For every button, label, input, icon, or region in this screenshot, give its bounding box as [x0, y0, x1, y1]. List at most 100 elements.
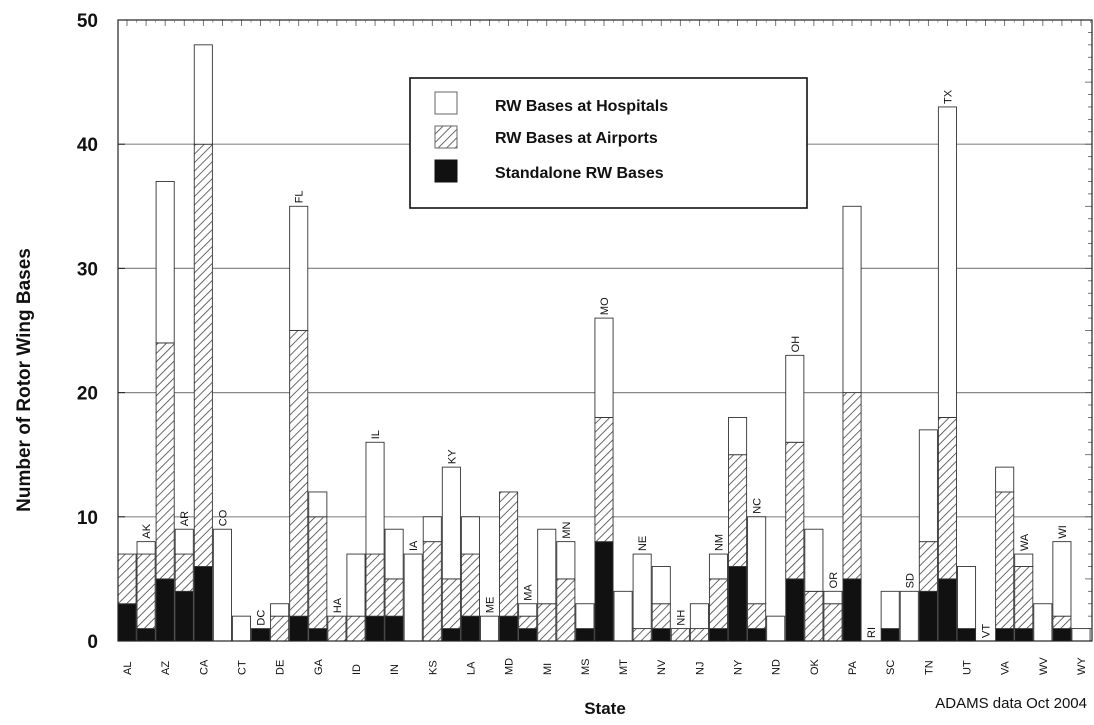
bar-segment [1052, 541, 1072, 617]
bar-segment [136, 553, 156, 630]
bar-segment [155, 578, 175, 642]
bar-segment [441, 578, 461, 630]
bar-segment [518, 628, 538, 642]
category-label: IL [370, 430, 382, 439]
bar-segment [556, 578, 576, 642]
bar-segment [670, 628, 690, 642]
category-label: MA [523, 584, 535, 601]
bar-segment [518, 615, 538, 630]
category-label: GA [313, 658, 325, 675]
y-tick-label: 0 [87, 632, 98, 653]
y-tick-label: 10 [77, 508, 98, 529]
y-tick-label: 30 [77, 259, 98, 280]
bar-segment [441, 466, 461, 580]
bar-segment [308, 491, 328, 518]
bar-segment [480, 615, 500, 642]
bar-segment [842, 578, 862, 642]
category-label: SD [904, 573, 916, 588]
bar-segment [937, 106, 957, 418]
bar-segment [957, 628, 977, 642]
bar-segment [460, 516, 480, 555]
legend-label-standalone: Standalone RW Bases [495, 165, 664, 182]
category-label: WV [1038, 657, 1050, 675]
bar-segment [995, 466, 1015, 493]
bar-segment [1014, 553, 1034, 567]
category-label: CA [198, 659, 210, 675]
bar-segment [1052, 628, 1072, 642]
bar-segment [632, 553, 652, 630]
bar-segment [747, 603, 767, 630]
legend-swatch-airports [434, 125, 458, 149]
bar-segment [289, 205, 309, 331]
bar-segment [785, 441, 805, 580]
bar-segment [441, 628, 461, 642]
category-label: KY [446, 449, 458, 464]
legend: RW Bases at Hospitals RW Bases at Airpor… [409, 77, 808, 209]
bar-segment [174, 553, 194, 592]
bar-segment [537, 603, 557, 642]
bar-segment [957, 566, 977, 630]
category-label: MT [618, 659, 630, 675]
bar-segment [823, 590, 843, 605]
category-label: AL [122, 662, 134, 675]
bar-segment [594, 317, 614, 418]
legend-swatch-hospitals [434, 91, 458, 115]
category-label: NJ [694, 662, 706, 675]
category-label: MO [599, 297, 611, 315]
category-label: WY [1076, 657, 1088, 675]
category-label: SC [885, 660, 897, 675]
bar-segment [918, 541, 938, 592]
bar-segment [212, 528, 232, 642]
category-label: OH [790, 336, 802, 353]
category-label: AK [141, 523, 153, 538]
bar-segment [651, 603, 671, 630]
bar-segment [1071, 628, 1091, 642]
bar-segment [747, 516, 767, 605]
bar-segment [804, 528, 824, 592]
bar-segment [155, 181, 175, 344]
bar-segment [575, 603, 595, 630]
category-label: NY [733, 659, 745, 675]
bar-segment [823, 603, 843, 642]
bar-segment [937, 416, 957, 580]
plot-area-frame [117, 19, 1093, 642]
bar-segment [1052, 615, 1072, 630]
legend-swatch-standalone [434, 159, 458, 183]
bar-segment [918, 429, 938, 543]
bar-segment [193, 143, 213, 567]
bar-segment [899, 590, 919, 642]
bar-segment [1033, 603, 1053, 642]
category-label: PA [847, 660, 859, 675]
bar-segment [594, 416, 614, 543]
bar-segment [708, 578, 728, 630]
bar-segment [422, 541, 442, 642]
bar-segment [346, 553, 366, 617]
category-label: KS [427, 660, 439, 675]
category-label: FL [294, 190, 306, 203]
bar-segment [785, 354, 805, 443]
category-label: NV [656, 659, 668, 675]
y-axis-label: Number of Rotor Wing Bases [14, 248, 35, 512]
bar-segment [499, 615, 519, 642]
y-tick-label: 50 [77, 11, 98, 32]
category-label: RI [866, 627, 878, 638]
category-label: NE [637, 536, 649, 551]
bar-segment [174, 590, 194, 642]
bar-segment [1014, 628, 1034, 642]
bar-segment [193, 44, 213, 145]
category-label: TX [942, 89, 954, 104]
category-label: OK [809, 658, 821, 675]
bar-segment [499, 491, 519, 617]
bar-segment [365, 553, 385, 617]
bar-segment [842, 205, 862, 394]
bar-segment [174, 528, 194, 555]
category-label: MI [542, 663, 554, 675]
bar-segment [308, 628, 328, 642]
bar-segment [155, 342, 175, 580]
bar-segment [537, 528, 557, 605]
bar-segment [365, 615, 385, 642]
bar-segment [1014, 566, 1034, 630]
bar-segment [613, 590, 633, 642]
bar-segment [556, 541, 576, 580]
